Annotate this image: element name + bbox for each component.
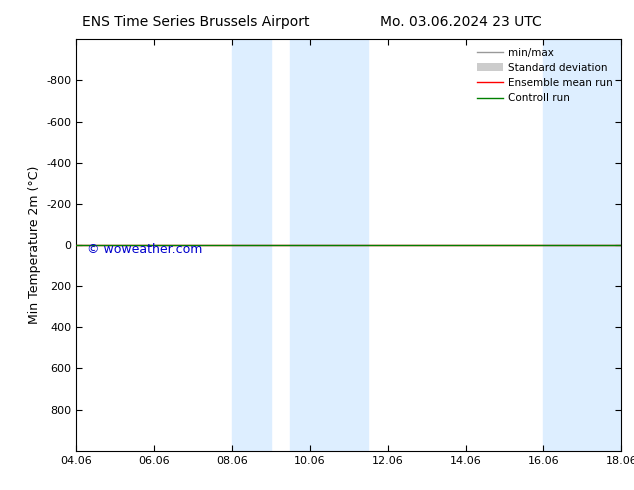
- Text: ENS Time Series Brussels Airport: ENS Time Series Brussels Airport: [82, 15, 310, 29]
- Legend: min/max, Standard deviation, Ensemble mean run, Controll run: min/max, Standard deviation, Ensemble me…: [474, 45, 616, 106]
- Y-axis label: Min Temperature 2m (°C): Min Temperature 2m (°C): [27, 166, 41, 324]
- Text: © woweather.com: © woweather.com: [87, 243, 202, 256]
- Text: Mo. 03.06.2024 23 UTC: Mo. 03.06.2024 23 UTC: [380, 15, 542, 29]
- Bar: [232, 39, 271, 451]
- Bar: [290, 39, 368, 451]
- Bar: [543, 39, 621, 451]
